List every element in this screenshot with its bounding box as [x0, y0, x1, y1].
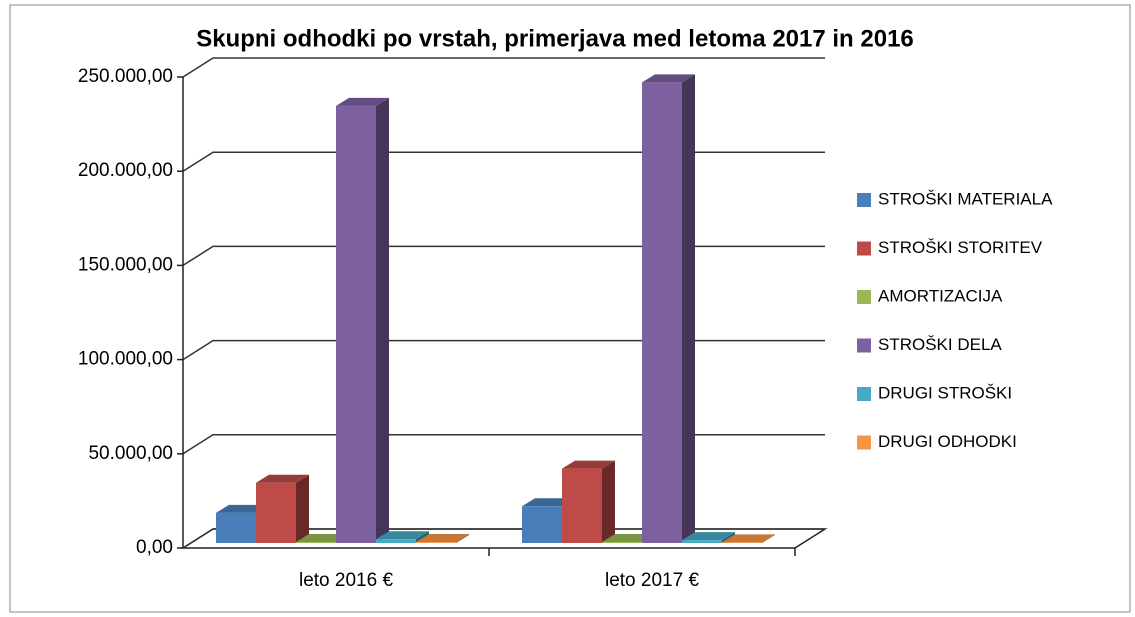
bar-face — [642, 82, 682, 543]
bar-face — [416, 542, 456, 543]
chart-border — [9, 4, 1131, 613]
y-tick-label: 200.000,00 — [78, 160, 173, 181]
y-tick-label: 250.000,00 — [78, 66, 173, 87]
bar-face — [522, 498, 575, 507]
legend-label: AMORTIZACIJA — [878, 286, 1003, 305]
bar-face — [722, 532, 735, 543]
bar — [682, 532, 735, 543]
bar-face — [722, 542, 762, 543]
chart-title: Skupni odhodki po vrstah, primerjava med… — [196, 25, 914, 52]
bar-face — [722, 534, 775, 543]
legend-swatch — [857, 387, 871, 401]
bar-face — [522, 506, 562, 543]
bar-face — [296, 542, 336, 543]
grid-line — [182, 245, 825, 267]
grid-line — [182, 339, 825, 361]
legend-label: STROŠKI STORITEV — [878, 238, 1043, 257]
grid-line — [182, 434, 825, 455]
legend-swatch — [857, 338, 871, 353]
legend-swatch — [857, 241, 871, 256]
x-tick-label: leto 2017 € — [605, 570, 699, 591]
y-tick-label: 0,00 — [136, 537, 173, 558]
bar-face — [762, 534, 775, 543]
bar-face — [216, 512, 256, 543]
bar-face — [296, 534, 349, 543]
legend-label: DRUGI STROŠKI — [878, 383, 1012, 402]
bar-face — [456, 534, 469, 543]
legend-swatch — [857, 193, 871, 207]
bar-face — [216, 504, 269, 513]
legend-swatch — [857, 435, 871, 450]
bar-face — [642, 74, 695, 83]
legend-label: STROŠKI MATERIALA — [878, 189, 1053, 208]
bar-face — [296, 474, 309, 543]
bar-face — [602, 542, 642, 543]
grid-line — [182, 57, 825, 78]
bar-face — [256, 482, 296, 543]
bar — [416, 534, 469, 543]
bar-face — [256, 474, 309, 483]
bar-face — [562, 468, 602, 543]
bar-face — [336, 97, 389, 106]
bar-face — [416, 534, 469, 543]
bar-face — [376, 539, 416, 543]
bar — [562, 460, 615, 543]
legend-swatch — [857, 290, 871, 304]
bar — [642, 74, 695, 543]
bar-face — [376, 97, 389, 544]
legend-label: STROŠKI DELA — [878, 335, 1002, 354]
bar — [256, 474, 309, 543]
legend-label: DRUGI ODHODKI — [878, 432, 1017, 451]
bar — [722, 534, 775, 543]
y-tick-label: 50.000,00 — [88, 443, 173, 464]
bar-face — [562, 460, 615, 469]
grid-line — [182, 151, 825, 172]
y-tick-label: 100.000,00 — [78, 349, 173, 370]
bar-face — [376, 531, 429, 540]
bar-face — [602, 534, 655, 543]
bar — [336, 97, 389, 544]
x-tick-label: leto 2016 € — [299, 570, 393, 591]
bar-face — [682, 532, 735, 541]
bar-face — [682, 74, 695, 543]
bar-face — [602, 460, 615, 543]
y-tick-label: 150.000,00 — [78, 254, 173, 275]
bar-face — [336, 105, 376, 544]
grid-line — [182, 528, 825, 549]
bar-face — [682, 540, 722, 543]
